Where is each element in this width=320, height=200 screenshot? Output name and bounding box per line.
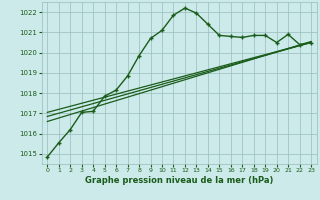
X-axis label: Graphe pression niveau de la mer (hPa): Graphe pression niveau de la mer (hPa)	[85, 176, 273, 185]
